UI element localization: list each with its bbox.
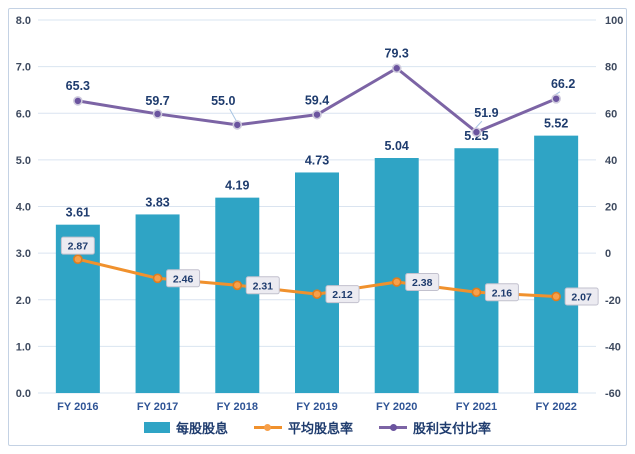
average-yield-value-label: 2.38 (412, 277, 433, 289)
bar-value-label: 4.19 (225, 179, 249, 193)
average-yield-label-box (325, 285, 360, 304)
left-axis-tick-label: 5.0 (16, 155, 31, 167)
average-yield-value-label: 2.07 (571, 291, 592, 303)
x-axis-category-label: FY 2017 (137, 401, 178, 413)
right-axis-tick-label: -20 (605, 295, 621, 307)
left-axis-tick-label: 1.0 (16, 341, 31, 353)
right-axis-tick-label: 0 (605, 248, 611, 260)
average-yield-value-label: 2.87 (68, 241, 89, 253)
dividend-bar (454, 148, 499, 393)
average-yield-label-box (405, 273, 440, 292)
legend-label-dividend-per-share: 每股股息 (175, 421, 228, 436)
left-axis-tick-label: 3.0 (16, 248, 31, 260)
left-axis-tick-label: 6.0 (16, 108, 31, 120)
payout-ratio-point (551, 93, 561, 104)
right-axis-tick-label: -40 (605, 341, 621, 353)
average-yield-value-label: 2.16 (492, 287, 513, 299)
average-yield-label-box (166, 269, 201, 288)
left-axis-tick-label: 7.0 (16, 62, 31, 74)
average-yield-label-box (60, 236, 95, 255)
legend-label-dividend-payout-ratio: 股利支付比率 (413, 421, 492, 436)
dividend-bar (215, 197, 260, 393)
legend-item-average-dividend-yield: 平均股息率 (253, 418, 353, 437)
legend-item-dividend-payout-ratio: 股利支付比率 (379, 418, 491, 437)
bar-value-label: 4.73 (305, 153, 329, 167)
right-axis-tick-label: 80 (605, 62, 617, 74)
line-series-swatch-purple (379, 424, 407, 431)
payout-ratio-value-label: 59.4 (305, 94, 329, 108)
average-yield-value-label: 2.31 (253, 280, 274, 292)
chart-legend: 每股股息 平均股息率 股利支付比率 (0, 418, 635, 437)
payout-ratio-point (152, 109, 163, 119)
left-axis-tick-label: 2.0 (16, 295, 31, 307)
x-axis-category-label: FY 2020 (376, 401, 417, 413)
average-yield-point (152, 273, 163, 284)
right-axis-tick-label: 20 (605, 202, 617, 214)
left-axis-tick-label: 8.0 (16, 15, 31, 27)
payout-ratio-point (73, 96, 83, 106)
dividend-bar (135, 214, 180, 393)
line-dot-purple (389, 424, 397, 431)
average-yield-value-label: 2.12 (332, 289, 353, 301)
legend-item-dividend-per-share: 每股股息 (143, 418, 228, 437)
payout-ratio-value-label: 59.7 (145, 94, 169, 108)
bar-series-swatch (143, 422, 170, 433)
right-axis-tick-label: 60 (605, 108, 617, 120)
average-yield-point (73, 254, 83, 264)
bar-value-label: 3.83 (145, 195, 169, 209)
label-leader-line (229, 108, 237, 122)
x-axis-category-label: FY 2018 (217, 401, 258, 413)
chart-border-frame (8, 8, 627, 446)
bar-value-label: 5.04 (385, 139, 409, 153)
payout-ratio-point (312, 109, 322, 120)
payout-ratio-value-label: 66.2 (551, 77, 575, 91)
x-axis-category-label: FY 2016 (57, 401, 98, 413)
right-axis-tick-label: -60 (605, 388, 621, 400)
bar-value-label: 5.52 (544, 117, 568, 131)
average-yield-point (391, 277, 402, 287)
right-axis-tick-label: 100 (605, 15, 623, 27)
average-yield-label-box (245, 276, 280, 295)
dividend-bar (534, 135, 579, 393)
average-yield-point (471, 287, 482, 298)
payout-ratio-point (391, 63, 402, 74)
average-yield-label-box (564, 287, 599, 306)
right-axis-tick-label: 40 (605, 155, 617, 167)
left-axis-tick-label: 4.0 (16, 202, 31, 214)
payout-ratio-value-label: 65.3 (66, 79, 90, 93)
x-axis-category-label: FY 2019 (296, 401, 337, 413)
payout-ratio-value-label: 79.3 (385, 46, 409, 60)
x-axis-category-label: FY 2021 (456, 401, 497, 413)
average-yield-point (551, 291, 561, 302)
payout-ratio-value-label: 55.0 (211, 94, 235, 108)
legend-label-average-dividend-yield: 平均股息率 (287, 421, 353, 436)
left-axis-tick-label: 0.0 (16, 388, 31, 400)
payout-ratio-value-label: 51.9 (474, 106, 498, 120)
average-yield-point (232, 280, 243, 291)
average-yield-label-box (484, 283, 519, 302)
average-yield-point (312, 289, 322, 299)
label-leader-line (475, 120, 483, 129)
line-dot-orange (264, 424, 272, 431)
payout-ratio-point (471, 127, 482, 137)
x-axis-category-label: FY 2022 (535, 401, 576, 413)
dividend-bar (295, 172, 339, 393)
average-yield-value-label: 2.46 (173, 273, 194, 285)
bar-value-label: 3.61 (66, 206, 90, 220)
line-series-swatch-orange (253, 424, 282, 431)
payout-ratio-point (232, 120, 243, 130)
